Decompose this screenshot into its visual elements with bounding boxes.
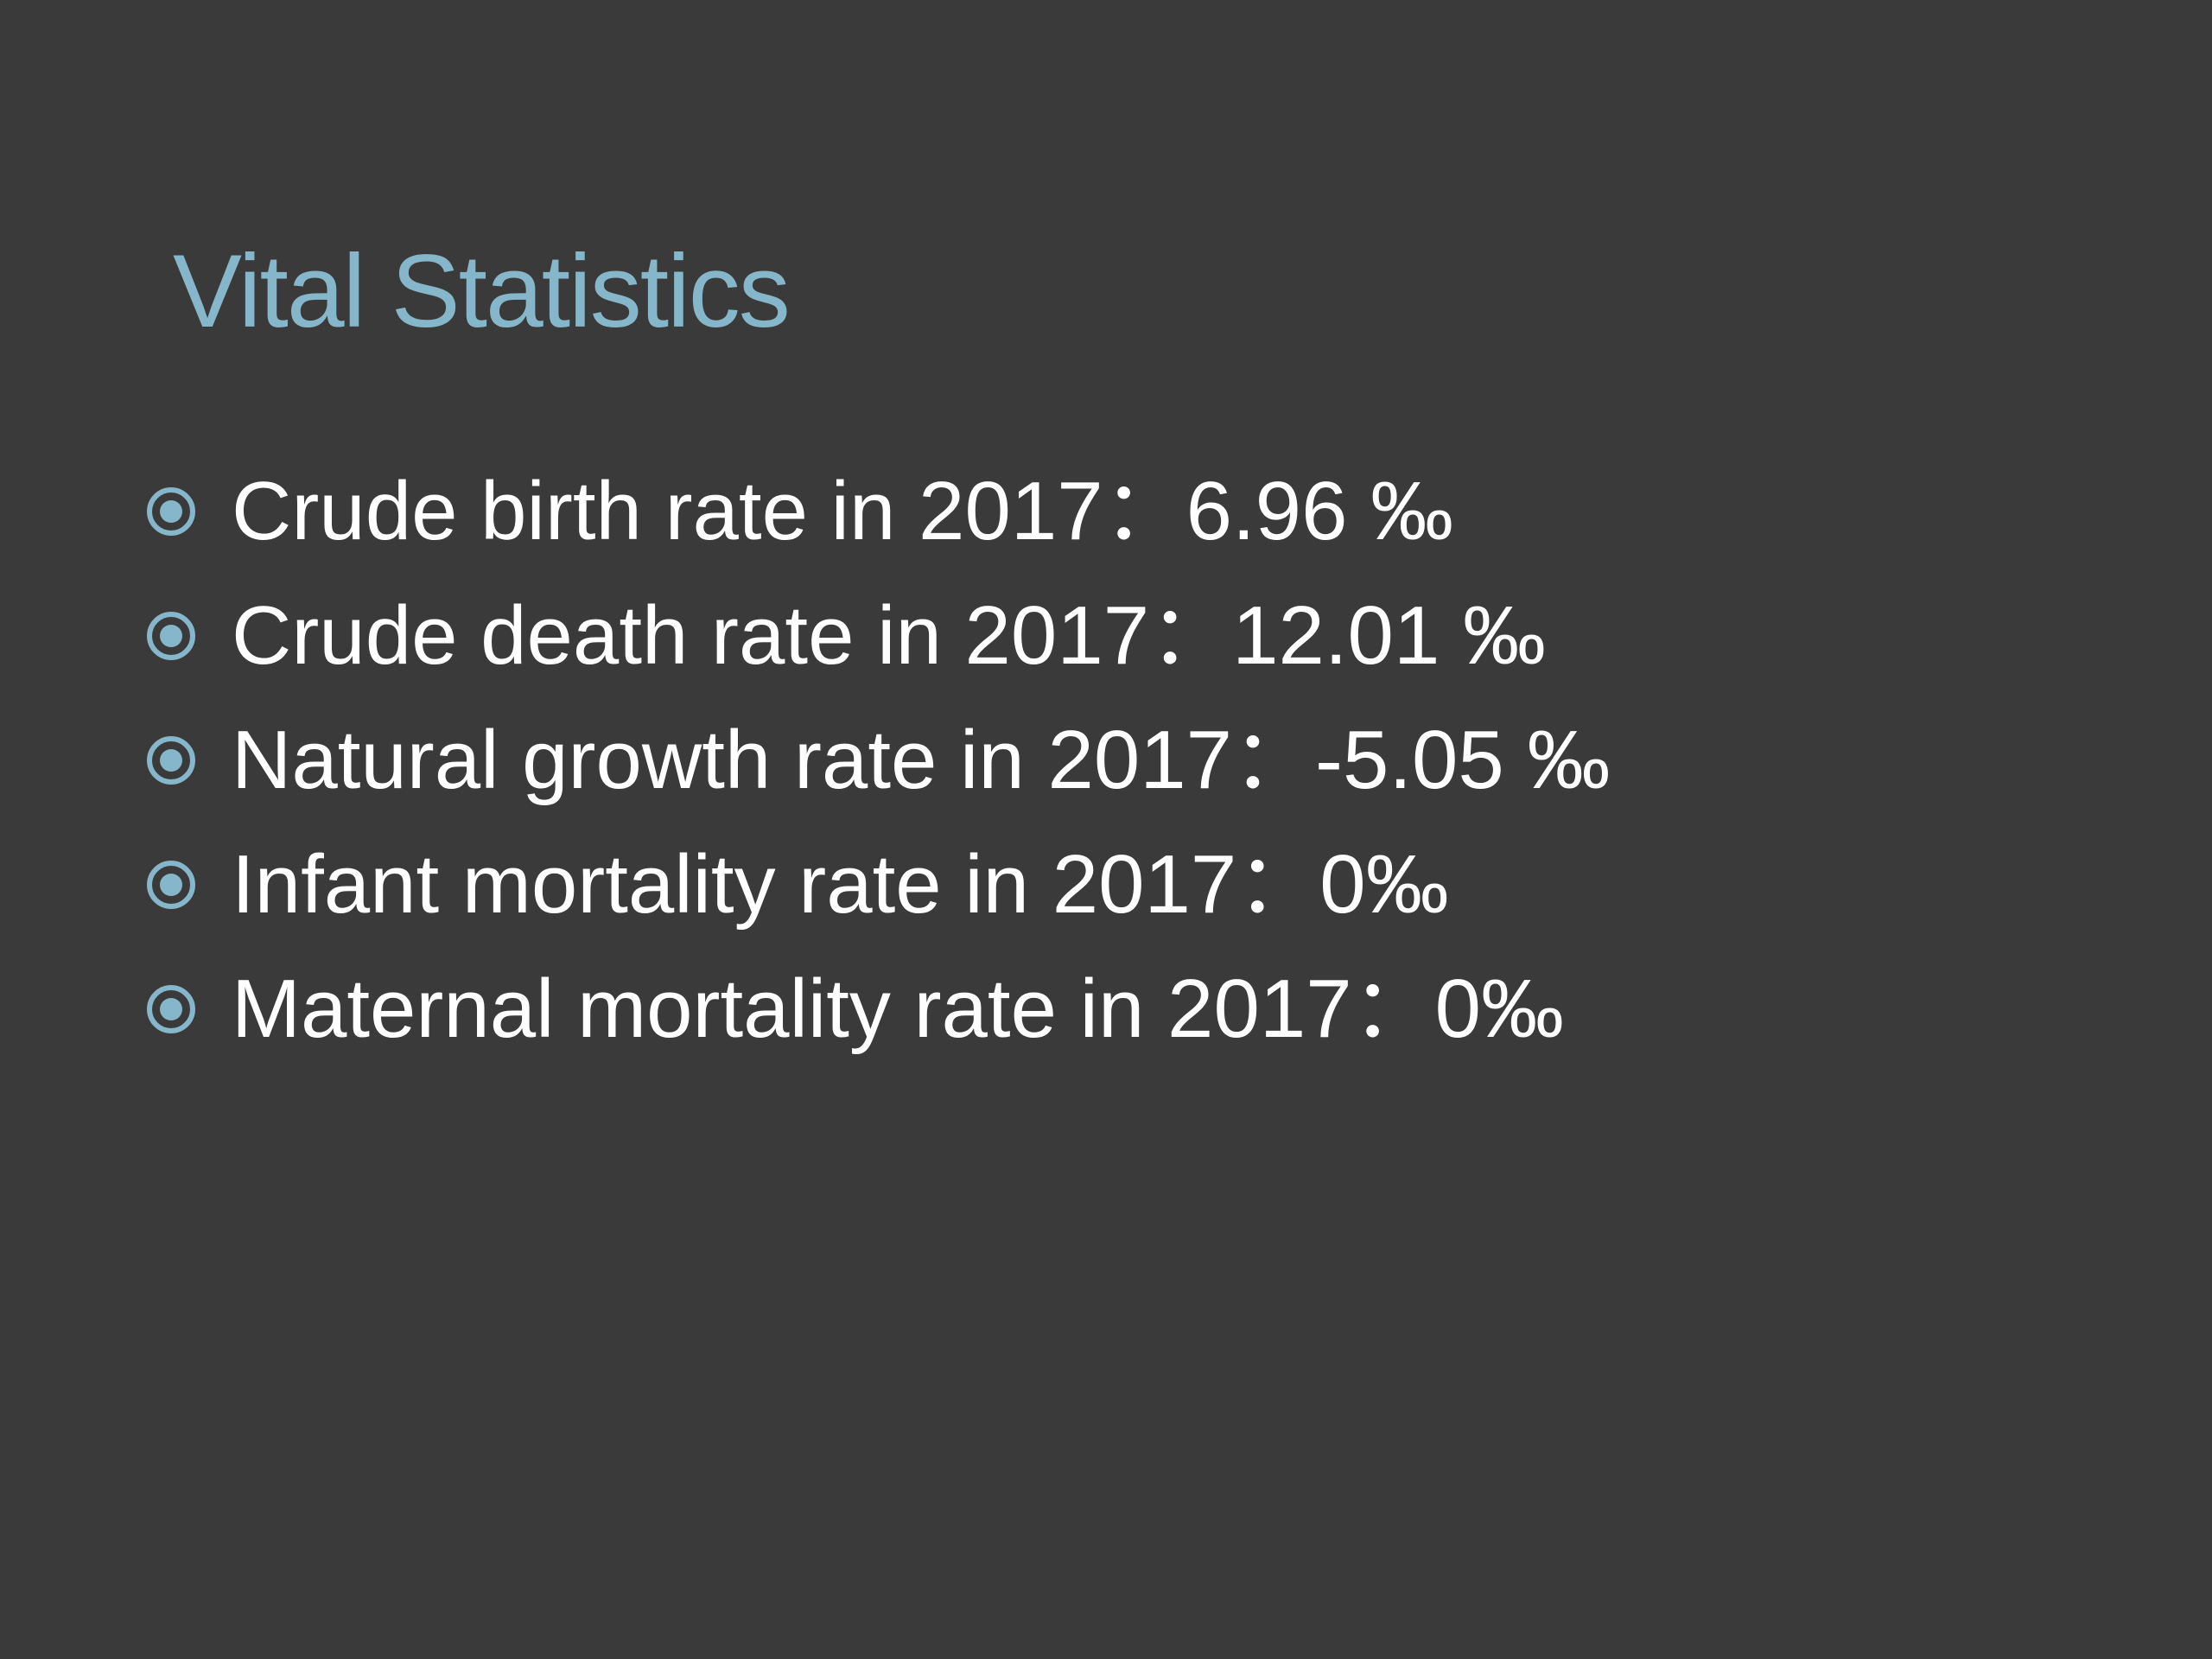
- circle-bullet-icon: [147, 736, 195, 785]
- slide-title: Vital Statistics: [173, 233, 791, 349]
- list-item: Maternal mortality rate in 2017：0‰: [145, 947, 1610, 1071]
- circle-bullet-icon: [147, 612, 195, 660]
- circle-bullet-icon: [147, 985, 195, 1033]
- list-item: Infant mortality rate in 2017：0‰: [145, 823, 1610, 947]
- list-item: Crude death rate in 2017：12.01 ‰: [145, 574, 1610, 698]
- circle-bullet-icon: [147, 861, 195, 909]
- bullet-text: Crude death rate in 2017：12.01 ‰: [232, 589, 1546, 682]
- bullet-text: Natural growth rate in 2017：-5.05 ‰: [232, 714, 1611, 806]
- bullet-text: Maternal mortality rate in 2017：0‰: [232, 963, 1564, 1055]
- bullet-text: Infant mortality rate in 2017：0‰: [232, 838, 1449, 931]
- list-item: Crude birth rate in 2017：6.96 ‰: [145, 449, 1610, 574]
- bullet-text: Crude birth rate in 2017：6.96 ‰: [232, 465, 1454, 557]
- list-item: Natural growth rate in 2017：-5.05 ‰: [145, 698, 1610, 823]
- circle-bullet-icon: [147, 487, 195, 536]
- bullet-list: Crude birth rate in 2017：6.96 ‰ Crude de…: [145, 449, 1610, 1071]
